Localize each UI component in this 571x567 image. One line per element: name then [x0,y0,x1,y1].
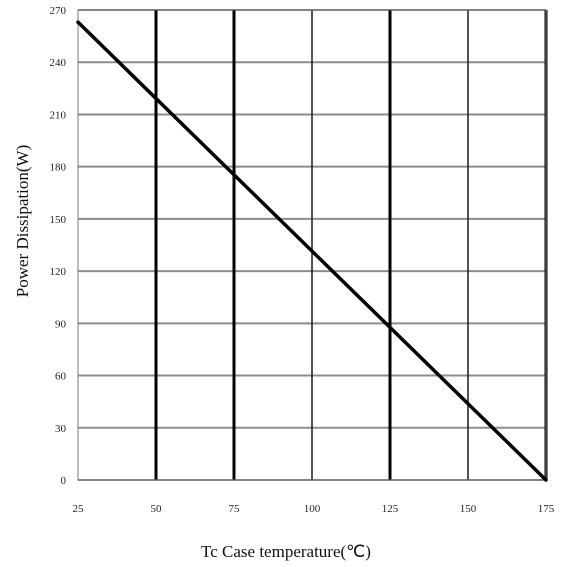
x-tick-label: 175 [538,503,555,515]
y-tick-label: 120 [50,266,67,278]
plot-frame [77,9,547,481]
x-tick-label: 100 [304,503,321,515]
x-tick-label: 125 [382,503,399,515]
y-tick-label: 60 [55,371,67,383]
y-tick-label: 90 [55,318,67,330]
y-tick-label: 180 [50,162,67,174]
y-tick-labels: 0 30 60 90 120 150 180 210 240 270 [50,5,67,487]
x-tick-label: 150 [460,503,477,515]
y-tick-label: 0 [61,475,67,487]
x-tick-label: 25 [73,503,85,515]
x-tick-label: 50 [151,503,163,515]
x-tick-label: 75 [229,503,241,515]
x-tick-labels: 25 50 75 100 125 150 175 [73,503,555,515]
y-tick-label: 270 [50,5,67,17]
series-group [76,20,548,482]
y-axis-title: Power Dissipation(W) [13,145,32,298]
y-tick-label: 30 [55,423,67,435]
y-tick-label: 240 [50,57,67,69]
x-axis-title: Tc Case temperature(℃) [201,542,371,561]
series-line-0 [76,20,548,482]
y-tick-label: 210 [50,109,67,121]
y-tick-label: 150 [50,214,67,226]
